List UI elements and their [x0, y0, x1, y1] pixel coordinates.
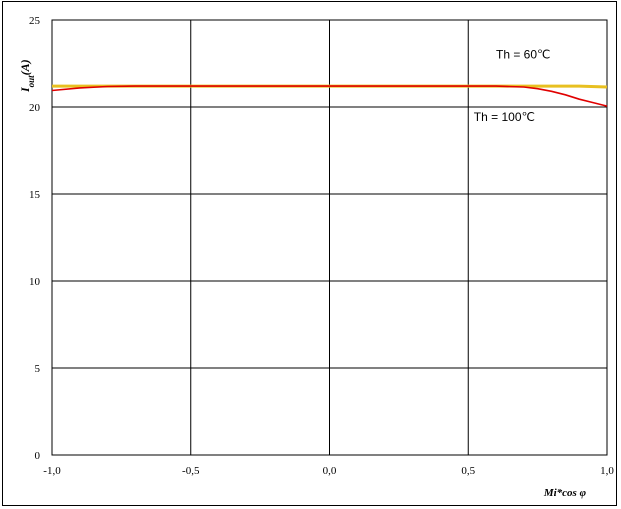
y-axis-label-sub: out	[26, 75, 36, 88]
y-axis-label-main: I	[18, 86, 32, 93]
y-tick-label: 20	[29, 102, 41, 114]
annotations: Th = 60℃ Th = 100℃	[474, 47, 551, 124]
x-tick-labels: -1,0 -0,5 0,0 0,5 1,0	[43, 465, 614, 477]
y-tick-label: 5	[35, 363, 41, 375]
y-axis-label-unit: (A)	[18, 59, 32, 75]
x-axis-label: Mi*cos φ	[543, 487, 587, 499]
y-tick-label: 0	[35, 450, 41, 462]
x-tick-label: -1,0	[43, 465, 61, 477]
y-tick-label: 10	[29, 276, 41, 288]
x-tick-label: 0,0	[323, 465, 337, 477]
annotation-1: Th = 60℃	[496, 47, 551, 61]
x-tick-label: 0,5	[461, 465, 475, 477]
y-tick-label: 25	[29, 15, 41, 27]
y-axis-label: Iout(A)	[18, 59, 36, 93]
annotation-2: Th = 100℃	[474, 110, 535, 124]
series-layer	[51, 84, 608, 107]
y-gridlines	[52, 19, 607, 456]
x-gridlines	[51, 20, 608, 455]
y-tick-labels: 0 5 10 15 20 25	[29, 15, 41, 462]
series-line-2	[51, 85, 608, 107]
x-tick-label: -0,5	[182, 465, 200, 477]
x-tick-label: 1,0	[600, 465, 614, 477]
y-tick-label: 15	[29, 189, 41, 201]
